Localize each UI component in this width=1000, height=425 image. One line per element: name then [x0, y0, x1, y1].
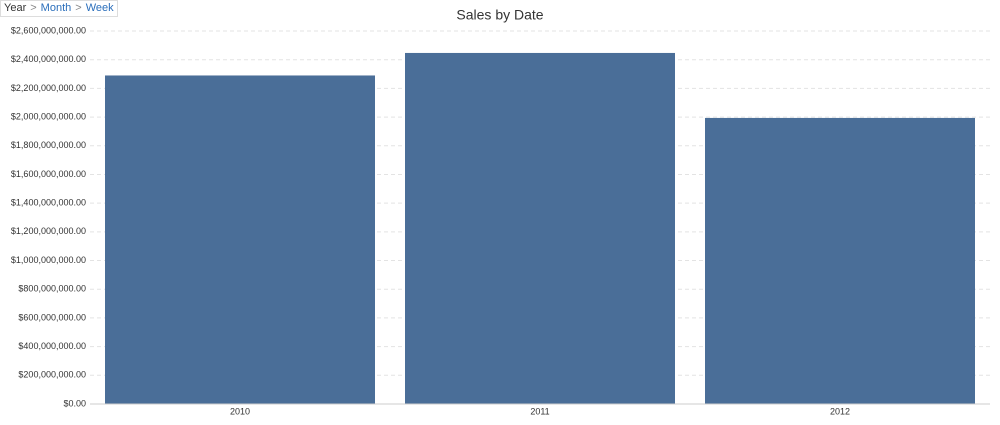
y-tick-label: $2,400,000,000.00 — [11, 54, 86, 64]
y-tick-label: $2,600,000,000.00 — [11, 25, 86, 35]
y-tick-label: $600,000,000.00 — [18, 312, 86, 322]
bar — [705, 117, 975, 405]
chart-title: Sales by Date — [456, 7, 543, 23]
breadcrumb-item[interactable]: Year — [4, 2, 27, 14]
y-tick-label: $1,400,000,000.00 — [11, 198, 86, 208]
breadcrumb-item[interactable]: Week — [85, 2, 114, 14]
y-tick-label: $0.00 — [63, 398, 86, 408]
y-tick-label: $2,200,000,000.00 — [11, 83, 86, 93]
bar — [105, 75, 375, 404]
y-tick-label: $1,600,000,000.00 — [11, 169, 86, 179]
y-tick-label: $1,200,000,000.00 — [11, 226, 86, 236]
y-tick-label: $2,000,000,000.00 — [11, 111, 86, 121]
x-tick-label: 2011 — [530, 406, 549, 416]
y-tick-label: $800,000,000.00 — [18, 284, 86, 294]
y-tick-label: $1,800,000,000.00 — [11, 140, 86, 150]
y-tick-label: $200,000,000.00 — [18, 370, 86, 380]
breadcrumb: Year > Month > Week — [0, 0, 118, 17]
x-tick-label: 2012 — [830, 406, 850, 416]
y-tick-label: $1,000,000,000.00 — [11, 255, 86, 265]
x-tick-label: 2010 — [230, 406, 250, 416]
breadcrumb-item[interactable]: Month — [40, 2, 72, 14]
y-tick-label: $400,000,000.00 — [18, 341, 86, 351]
bar — [405, 52, 675, 404]
